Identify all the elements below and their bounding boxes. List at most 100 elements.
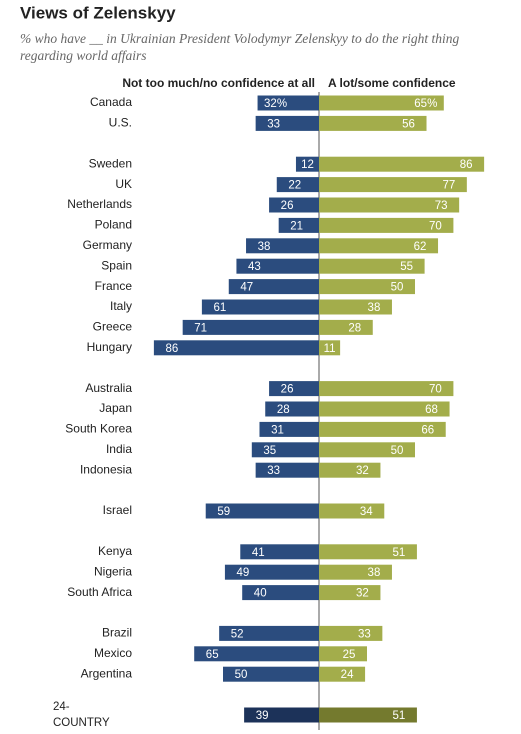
category-label: Italy [110, 299, 132, 313]
value-label: 43 [248, 261, 261, 273]
chart-subtitle: % who have __ in Ukrainian President Vol… [20, 31, 460, 63]
bar [319, 421, 446, 437]
category-label: Netherlands [67, 197, 132, 211]
value-label: 86 [460, 159, 473, 171]
value-label: 61 [213, 302, 226, 314]
category-label: Israel [103, 503, 132, 517]
bar [224, 564, 319, 580]
value-label: 49 [237, 567, 250, 579]
value-label: 40 [254, 588, 267, 600]
bar [269, 381, 319, 397]
category-label: Poland [95, 218, 132, 232]
value-label: 38 [368, 302, 381, 314]
bar [319, 95, 444, 111]
bar [319, 707, 417, 723]
value-label: 68 [425, 404, 438, 416]
value-label: 34 [360, 506, 373, 518]
value-label: 38 [368, 567, 381, 579]
legend-left: Not too much/no confidence at all [122, 76, 315, 90]
category-label: Hungary [87, 340, 132, 354]
value-label: 35 [263, 445, 276, 457]
bar [319, 319, 373, 335]
bar [319, 258, 425, 274]
bar [276, 177, 319, 193]
value-label: 26 [281, 200, 294, 212]
bar [255, 462, 319, 478]
category-label: Indonesia [80, 462, 132, 476]
value-label: 70 [429, 384, 442, 396]
value-label: 51 [393, 710, 406, 722]
value-label: 33 [267, 118, 280, 130]
bar [269, 197, 319, 213]
bar [255, 115, 319, 131]
category-label: India [106, 442, 132, 456]
category-label: Mexico [94, 646, 132, 660]
bar [295, 156, 319, 172]
bar [319, 625, 383, 641]
value-label: 71 [194, 322, 207, 334]
value-label: 50 [235, 669, 248, 681]
category-label: U.S. [109, 116, 132, 130]
value-label: 50 [391, 282, 404, 294]
category-label: Nigeria [94, 564, 132, 578]
category-label: 24-COUNTRY MEDIAN [53, 701, 110, 729]
value-label: 26 [281, 384, 294, 396]
category-label: Japan [99, 401, 132, 415]
bar [240, 544, 319, 560]
category-label: South Africa [67, 585, 132, 599]
bar [278, 217, 319, 233]
bar [319, 279, 415, 295]
value-label: 86 [165, 343, 178, 355]
value-label: 39 [256, 710, 269, 722]
value-label: 28 [348, 322, 361, 334]
category-label: Kenya [98, 544, 132, 558]
value-label: 56 [402, 118, 415, 130]
bar [319, 340, 341, 356]
value-label: 25 [343, 649, 356, 661]
value-label: 38 [258, 241, 271, 253]
bar [319, 564, 392, 580]
category-label: Brazil [102, 626, 132, 640]
value-label: 32 [356, 465, 369, 477]
bar [259, 421, 319, 437]
bar [319, 156, 485, 172]
value-label: 21 [290, 220, 303, 232]
bar [319, 177, 467, 193]
category-label: Sweden [89, 156, 132, 170]
value-label: 11 [324, 343, 336, 355]
value-label: 24 [341, 669, 354, 681]
value-label: 31 [271, 424, 284, 436]
category-label: Spain [101, 258, 132, 272]
bar [319, 381, 454, 397]
subtitle-box: % who have __ in Ukrainian President Vol… [20, 31, 460, 63]
value-label: 33 [267, 465, 280, 477]
value-label: 50 [391, 445, 404, 457]
category-label: Germany [83, 238, 132, 252]
bar [153, 340, 319, 356]
value-label: 32 [356, 588, 369, 600]
bar [319, 503, 385, 519]
chart-title: Views of Zelenskyy [20, 3, 176, 22]
bar [319, 217, 454, 233]
category-label: Argentina [81, 666, 133, 680]
bar [201, 299, 319, 315]
category-label: France [95, 279, 133, 293]
category-label: Greece [93, 320, 133, 334]
bar [319, 585, 381, 601]
category-label: UK [115, 177, 132, 191]
value-label: 65% [414, 98, 437, 110]
bar [223, 666, 319, 682]
bar [319, 462, 381, 478]
bar [236, 258, 319, 274]
bar [251, 442, 319, 458]
value-label: 41 [252, 547, 265, 559]
category-label-box: 24-COUNTRY MEDIAN [53, 701, 110, 729]
value-label: 77 [442, 180, 455, 192]
value-label: 12 [301, 159, 314, 171]
bar [319, 646, 367, 662]
value-label: 28 [277, 404, 290, 416]
value-label: 70 [429, 220, 442, 232]
value-label: 52 [231, 628, 244, 640]
category-label: Canada [90, 95, 132, 109]
bar [319, 544, 417, 560]
